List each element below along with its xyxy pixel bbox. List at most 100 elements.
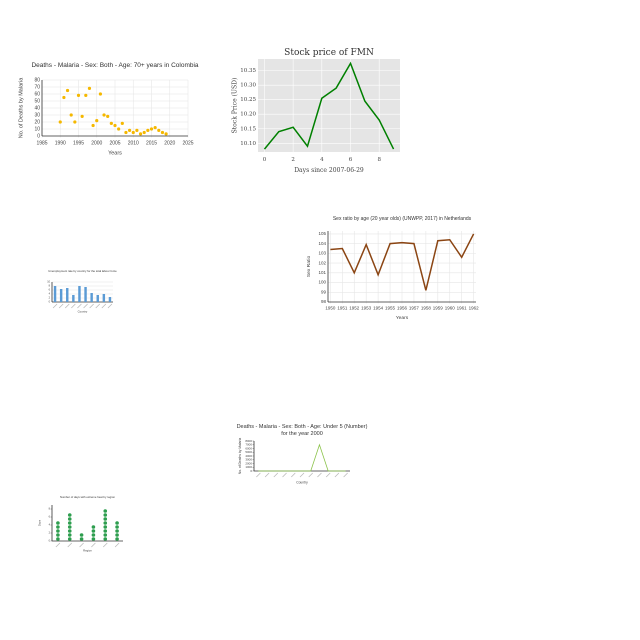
x-tick-label: 1995 [73,140,84,146]
line [330,233,475,291]
y-tick-label: 6 [49,516,51,519]
x-tick-stub [77,303,82,309]
dot [56,521,60,525]
point [138,132,143,136]
x-tick-stub [101,303,107,309]
x-tick-stub [299,472,305,478]
dot-column [79,533,84,541]
point [120,121,124,125]
x-tick-stub [114,542,120,548]
bar [66,288,69,302]
x-tick-label: 1957 [409,306,420,311]
dot [115,533,119,537]
x-tick-label: 2015 [146,140,157,146]
x-tick-stub [55,542,61,548]
dot-column [103,509,108,541]
y-tick-label: 80 [34,77,40,83]
x-tick-stub [71,303,76,309]
point [80,114,84,118]
point [124,130,128,135]
dot [91,529,96,533]
bar [108,297,112,302]
x-tick-label: 2005 [109,140,120,146]
dot [67,533,72,537]
x-tick-stub [89,303,94,309]
chart-title: Sex ratio by age (20 year olds) (UNWPP, … [332,216,472,222]
y-tick-label: 8 [49,508,51,511]
x-tick-stub [290,472,296,478]
x-tick-label: 1985 [36,140,47,146]
dot [67,517,72,521]
y-tick-label: 10.20 [240,112,256,118]
y-tick-label: 102 [318,260,326,265]
y-tick-label: 7000 [245,443,252,447]
y-tick-label: 100 [318,280,326,285]
chart-title: Deaths - Malaria - Sex: Both - Age: Unde… [236,424,368,437]
dot [103,509,108,513]
y-axis-label: No. of Deaths by Malaria [238,438,242,474]
y-tick-label: 8000 [245,439,252,443]
x-tick-stub [95,303,101,309]
x-tick-label: 1990 [55,140,66,146]
point [131,130,135,135]
y-tick-label: 2 [49,532,51,535]
x-tick-stub [256,472,261,478]
x-tick-label: 1952 [349,306,360,311]
x-tick-label: 1959 [433,306,444,311]
x-tick-label: 1961 [457,306,468,311]
x-axis-label: Years [108,150,122,156]
dot [103,513,108,517]
x-tick-stub [79,542,84,548]
point [65,88,70,93]
x-tick-stub [317,472,322,478]
x-tick-stub [67,542,73,548]
point [135,128,139,132]
y-tick-label: 10.25 [240,97,256,103]
y-tick-label: 104 [318,241,326,246]
x-tick-stub [334,472,340,478]
x-tick-stub [58,303,64,309]
dot [67,525,72,529]
bar [84,287,87,302]
plot-background [258,59,400,152]
dot [56,537,60,541]
x-tick-label: 0 [263,157,267,163]
x-tick-stub [264,472,270,478]
point [157,128,161,132]
point [106,114,110,118]
dot [56,533,60,537]
y-tick-label: 10.35 [240,68,256,74]
dot [91,533,96,537]
y-tick-label: 99 [321,289,327,294]
dot [103,517,108,521]
x-tick-label: 1951 [337,306,348,311]
dot [103,521,108,525]
y-tick-label: 10.10 [240,141,256,147]
x-tick-label: 2020 [164,140,175,146]
y-tick-label: 20 [34,119,40,125]
dot [56,525,60,529]
y-tick-label: 6 [49,289,51,292]
y-tick-label: 8 [49,285,51,288]
y-tick-label: 5000 [245,450,252,454]
dot [56,529,60,533]
x-tick-stub [107,303,113,309]
y-tick-label: 2000 [245,461,252,465]
point [153,126,157,130]
point [58,120,62,124]
bar [96,295,99,302]
y-axis-label: No. of Deaths by Malaria [18,77,24,138]
dot [67,521,72,525]
y-tick-label: 1000 [245,465,252,469]
bar [102,294,106,302]
dot-column [91,525,96,541]
x-tick-stub [308,472,314,478]
x-tick-stub [102,542,108,548]
x-tick-label: 1950 [325,306,336,311]
line [263,61,395,150]
point [164,132,168,136]
point [146,128,150,132]
dot [79,537,84,541]
